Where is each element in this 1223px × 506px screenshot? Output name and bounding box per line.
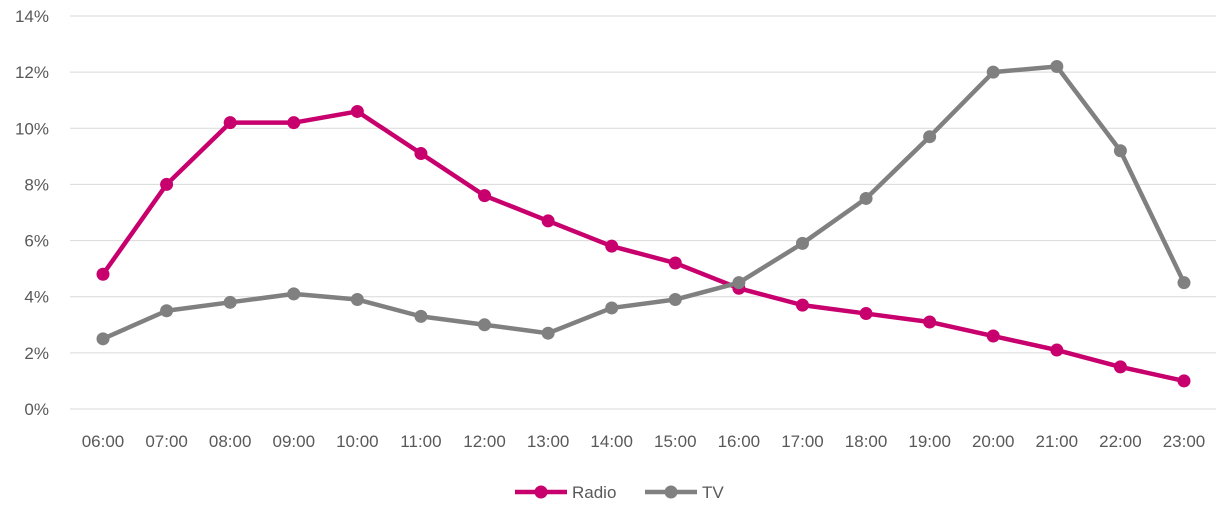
data-point-tv — [605, 301, 619, 315]
y-tick-label: 8% — [24, 175, 49, 194]
data-point-tv — [287, 287, 301, 301]
gridlines — [70, 15, 1216, 410]
data-point-tv — [986, 65, 1000, 79]
data-point-radio — [287, 116, 301, 130]
data-point-tv — [223, 295, 237, 309]
y-tick-label: 2% — [24, 344, 49, 363]
x-tick-label: 06:00 — [82, 432, 125, 451]
data-point-tv — [1113, 144, 1127, 158]
y-axis-tick-labels: 0% 2% 4% 6% 8% 10% 12% 14% — [15, 7, 49, 419]
x-tick-label: 22:00 — [1099, 432, 1142, 451]
x-tick-label: 15:00 — [654, 432, 697, 451]
data-point-radio — [859, 307, 873, 321]
data-point-tv — [350, 293, 364, 307]
data-point-tv — [414, 309, 428, 323]
legend-label: Radio — [572, 483, 616, 502]
series-line-radio — [100, 109, 1187, 384]
data-point-tv — [795, 236, 809, 250]
x-tick-label: 12:00 — [463, 432, 506, 451]
data-point-radio — [478, 189, 492, 203]
data-point-radio — [605, 239, 619, 253]
x-tick-label: 07:00 — [145, 432, 188, 451]
data-point-radio — [414, 147, 428, 161]
series-tv — [96, 60, 1191, 346]
x-tick-label: 14:00 — [590, 432, 633, 451]
x-tick-label: 09:00 — [272, 432, 315, 451]
data-point-tv — [732, 276, 746, 290]
x-tick-label: 10:00 — [336, 432, 379, 451]
x-tick-label: 21:00 — [1036, 432, 1079, 451]
legend: Radio TV — [515, 483, 724, 502]
data-point-radio — [986, 329, 1000, 343]
y-tick-label: 14% — [15, 7, 49, 26]
data-point-radio — [1113, 360, 1127, 374]
data-point-tv — [96, 332, 110, 346]
data-point-tv — [668, 293, 682, 307]
data-point-radio — [160, 177, 174, 191]
y-tick-label: 6% — [24, 232, 49, 251]
series-layer — [96, 60, 1191, 388]
x-tick-label: 18:00 — [845, 432, 888, 451]
data-point-tv — [923, 130, 937, 144]
x-tick-label: 13:00 — [527, 432, 570, 451]
y-tick-label: 0% — [24, 400, 49, 419]
legend-swatch-marker — [534, 485, 548, 499]
x-tick-label: 20:00 — [972, 432, 1015, 451]
data-point-radio — [795, 298, 809, 312]
y-tick-label: 10% — [15, 119, 49, 138]
data-point-radio — [223, 116, 237, 130]
series-line-tv — [100, 64, 1187, 342]
y-tick-label: 4% — [24, 288, 49, 307]
legend-label: TV — [702, 483, 724, 502]
y-tick-label: 12% — [15, 63, 49, 82]
data-point-radio — [923, 315, 937, 329]
x-tick-label: 11:00 — [400, 432, 441, 451]
data-point-tv — [859, 191, 873, 205]
data-point-radio — [350, 104, 364, 118]
data-point-tv — [160, 304, 174, 318]
data-point-radio — [668, 256, 682, 270]
data-point-radio — [1050, 343, 1064, 357]
legend-swatch-marker — [664, 485, 678, 499]
legend-item-tv: TV — [645, 483, 724, 502]
x-tick-label: 17:00 — [781, 432, 824, 451]
data-point-tv — [478, 318, 492, 332]
x-tick-label: 23:00 — [1163, 432, 1206, 451]
data-point-radio — [96, 267, 110, 281]
data-point-tv — [541, 326, 555, 340]
data-point-radio — [1177, 374, 1191, 388]
series-radio — [96, 104, 1191, 388]
data-point-tv — [1050, 60, 1064, 74]
x-tick-label: 19:00 — [908, 432, 951, 451]
data-point-radio — [541, 214, 555, 228]
data-point-tv — [1177, 276, 1191, 290]
legend-item-radio: Radio — [515, 483, 616, 502]
x-tick-label: 08:00 — [209, 432, 252, 451]
x-axis-tick-labels: 06:00 07:00 08:00 09:00 10:00 11:00 12:00 13:00… — [82, 432, 1206, 451]
x-tick-label: 16:00 — [718, 432, 761, 451]
